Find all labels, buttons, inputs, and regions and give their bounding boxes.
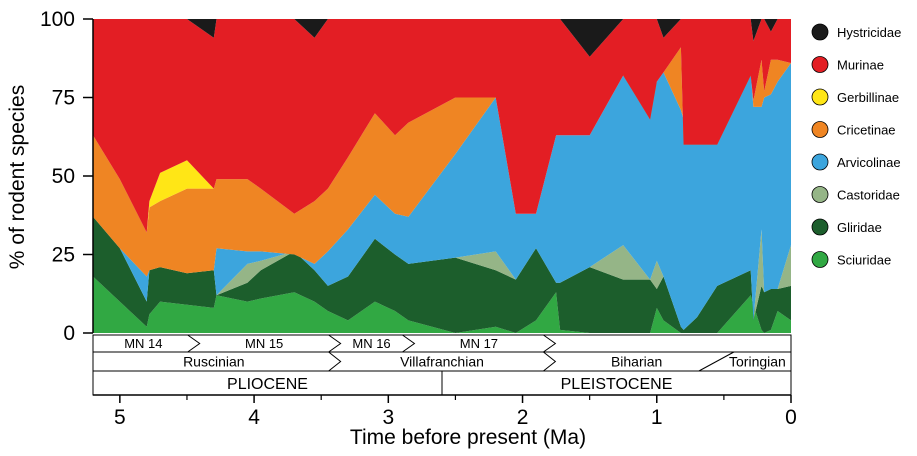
legend-swatch [811,121,829,138]
legend-label: Sciuridae [837,253,891,268]
legend: Hystricidae Murinae Gerbillinae Cricetinae A… [811,23,901,268]
time-scale-bands: MN 14 MN 15 MN 16 MN 17 Ruscinian Villafranch… [92,334,792,396]
band-divider [402,334,416,353]
y-tick-label: 100 [40,8,75,31]
legend-swatch [811,153,829,171]
y-tick-label: 75 [52,87,75,110]
stages-label: Ruscinian [183,354,244,370]
x-tick-label: 4 [248,406,260,429]
band-divider [328,334,342,353]
legend-swatch [811,186,829,203]
x-tick-label: 3 [382,406,394,429]
biozones-label: MN 16 [352,336,390,351]
stages-label: Toringian [729,354,786,370]
legend-label: Cricetinae [837,123,896,138]
legend-swatch [811,56,829,73]
legend-swatch [811,88,829,106]
band-divider [543,351,557,372]
band-divider [543,334,557,353]
stages-label: Biharian [611,354,662,370]
y-axis: 0 25 50 75 100 [40,8,94,345]
x-axis-title: Time before present (Ma) [350,426,586,449]
legend-item-gerbillinae: Gerbillinae [811,88,899,106]
x-tick-label: 5 [114,406,126,429]
band-divider [187,334,201,353]
legend-item-castoridae: Castoridae [811,186,900,203]
x-axis: 5 4 3 2 1 0 [93,394,797,429]
legend-item-cricetinae: Cricetinae [811,121,896,138]
legend-label: Gerbillinae [837,90,899,105]
band-divider [698,351,735,372]
area-gliridae [93,216,791,333]
band-divider [328,351,342,372]
y-tick-label: 50 [52,165,75,188]
area-sciuridae [93,276,791,333]
y-tick-label: 0 [63,322,75,345]
legend-label: Castoridae [837,188,900,203]
legend-label: Gliridae [837,220,882,235]
area-murinae [93,19,791,233]
legend-item-sciuridae: Sciuridae [811,251,891,268]
biozones-band [92,334,792,353]
x-tick-label: 1 [651,406,663,429]
y-axis-title: % of rodent species [6,85,29,269]
legend-swatch [811,23,829,41]
legend-item-murinae: Murinae [811,56,884,73]
area-cricetinae [93,47,791,277]
biozones-label: MN 14 [124,336,162,351]
biozones-label: MN 17 [460,336,498,351]
x-tick-label: 0 [785,406,797,429]
biozones-label: MN 15 [245,336,283,351]
legend-item-gliridae: Gliridae [811,218,882,236]
legend-swatch [811,218,829,236]
epochs-label: PLIOCENE [227,376,308,393]
legend-item-arvicolinae: Arvicolinae [811,153,901,171]
legend-label: Arvicolinae [837,155,901,170]
stacked-areas [93,19,791,333]
legend-label: Hystricidae [837,25,901,40]
area-arvicolinae [93,63,791,330]
stages-label: Villafranchian [400,354,484,370]
x-tick-label: 2 [517,406,529,429]
legend-swatch [811,251,829,268]
legend-label: Murinae [837,58,884,73]
y-tick-label: 25 [52,244,75,267]
epochs-label: PLEISTOCENE [561,376,673,393]
legend-item-hystricidae: Hystricidae [811,23,901,41]
